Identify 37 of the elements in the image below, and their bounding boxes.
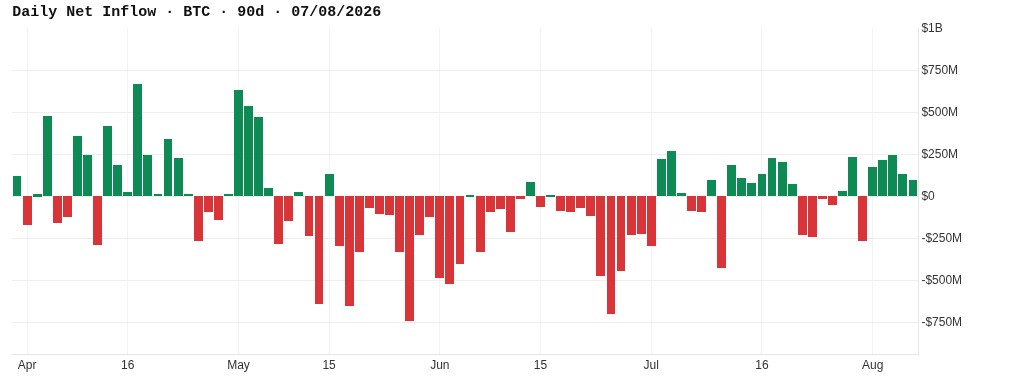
bar — [13, 176, 21, 196]
chart-title: Daily Net Inflow · BTC · 90d · 07/08/2026 — [12, 4, 382, 22]
bar — [536, 196, 545, 207]
y-tick-label: $0 — [921, 189, 936, 204]
bar — [858, 196, 867, 241]
x-tick-label: 16 — [121, 358, 135, 373]
y-tick-label: $500M — [921, 105, 959, 120]
y-tick-label: -$500M — [921, 273, 963, 288]
y-tick-label: $250M — [921, 147, 959, 162]
bar — [294, 192, 303, 196]
y-tick-label: $1B — [921, 21, 943, 36]
x-tick-label: May — [227, 358, 250, 373]
bar — [707, 180, 716, 196]
y-tick-label: $750M — [921, 63, 959, 78]
x-tick-label: 16 — [755, 358, 769, 373]
bar — [325, 174, 334, 196]
y-tick-label: -$250M — [921, 231, 963, 246]
bar — [617, 196, 625, 271]
bar — [305, 196, 313, 236]
x-tick-label: Aug — [862, 358, 884, 373]
y-tick-label: -$750M — [921, 315, 963, 330]
x-tick-label: 15 — [533, 358, 548, 373]
bar — [607, 196, 615, 314]
bar — [23, 196, 32, 225]
bar — [164, 139, 172, 196]
x-tick-label: Apr — [17, 358, 37, 373]
bar — [909, 180, 917, 196]
bar — [456, 196, 464, 264]
bar — [768, 158, 776, 196]
bar — [758, 174, 766, 196]
bar — [315, 196, 323, 304]
x-tick-label: Jul — [643, 358, 659, 373]
x-tick-label: 15 — [322, 358, 337, 373]
bar — [526, 182, 535, 196]
bar — [93, 196, 102, 245]
bar — [717, 196, 726, 268]
x-tick-label: Jun — [430, 358, 450, 373]
